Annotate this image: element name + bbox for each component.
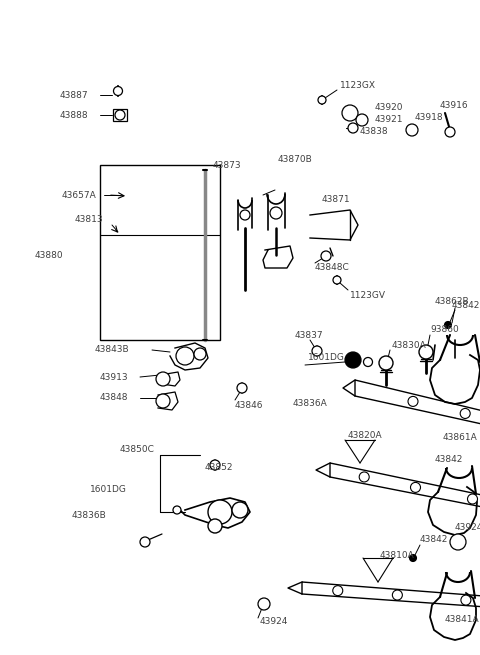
Text: 43880: 43880	[35, 250, 64, 259]
Circle shape	[348, 123, 358, 133]
Circle shape	[345, 352, 361, 368]
Text: 43870B: 43870B	[278, 155, 313, 164]
Text: 43842: 43842	[435, 455, 463, 464]
Circle shape	[318, 96, 326, 104]
Text: 43846: 43846	[235, 400, 264, 409]
Circle shape	[270, 207, 282, 219]
Text: 43842: 43842	[452, 301, 480, 310]
Text: 43888: 43888	[60, 111, 89, 119]
Text: 1123GV: 1123GV	[350, 291, 386, 299]
Text: 43871: 43871	[322, 195, 350, 204]
Circle shape	[176, 347, 194, 365]
Circle shape	[208, 519, 222, 533]
Circle shape	[312, 346, 322, 356]
Text: 43836B: 43836B	[72, 510, 107, 519]
Text: 43838: 43838	[360, 128, 389, 136]
Circle shape	[445, 127, 455, 137]
Circle shape	[461, 595, 471, 605]
Circle shape	[333, 276, 341, 284]
Circle shape	[210, 460, 220, 470]
Text: 43841A: 43841A	[445, 616, 480, 624]
Text: 43830A: 43830A	[392, 341, 427, 350]
Circle shape	[450, 534, 466, 550]
Text: 1601DG: 1601DG	[90, 485, 127, 495]
Circle shape	[173, 506, 181, 514]
Circle shape	[156, 372, 170, 386]
Text: 43873: 43873	[213, 160, 241, 170]
Text: 43848: 43848	[100, 394, 129, 403]
Text: 43836A: 43836A	[293, 398, 328, 407]
Text: 93860: 93860	[430, 326, 459, 335]
Text: 43918: 43918	[415, 113, 444, 122]
Polygon shape	[330, 463, 480, 533]
Text: 43887: 43887	[60, 90, 89, 100]
Circle shape	[115, 110, 125, 120]
Bar	[100, 165, 220, 340]
Circle shape	[468, 494, 478, 504]
Text: 43913: 43913	[100, 373, 129, 383]
Circle shape	[444, 322, 452, 329]
Text: 43810A: 43810A	[380, 550, 415, 559]
Circle shape	[392, 590, 402, 600]
Text: 43850C: 43850C	[120, 445, 155, 455]
Text: 43921: 43921	[375, 115, 404, 124]
Circle shape	[406, 124, 418, 136]
Circle shape	[240, 210, 250, 220]
Circle shape	[409, 555, 417, 561]
Circle shape	[156, 394, 170, 408]
Circle shape	[356, 114, 368, 126]
Text: 43842: 43842	[420, 536, 448, 544]
Text: 43848C: 43848C	[315, 263, 350, 272]
Circle shape	[232, 502, 248, 518]
Circle shape	[321, 251, 331, 261]
Text: 43837: 43837	[295, 331, 324, 339]
Text: 43852: 43852	[205, 464, 233, 472]
Text: 43916: 43916	[440, 100, 468, 109]
Circle shape	[258, 598, 270, 610]
Circle shape	[113, 86, 122, 96]
Text: 43862B: 43862B	[435, 297, 469, 307]
Circle shape	[333, 586, 343, 595]
Text: 43657A: 43657A	[62, 191, 97, 200]
Circle shape	[208, 500, 232, 524]
Text: 1601DG: 1601DG	[308, 354, 345, 362]
Text: 43924: 43924	[455, 523, 480, 533]
Circle shape	[342, 105, 358, 121]
Circle shape	[419, 345, 433, 359]
Text: 43924: 43924	[260, 618, 288, 626]
Circle shape	[140, 537, 150, 547]
Polygon shape	[302, 582, 480, 615]
Text: 43813: 43813	[75, 215, 104, 225]
Text: 43920: 43920	[375, 103, 404, 113]
Polygon shape	[355, 380, 480, 460]
Circle shape	[363, 358, 372, 367]
Bar	[113, 109, 127, 121]
Circle shape	[460, 409, 470, 419]
Text: 43861A: 43861A	[443, 434, 478, 443]
Circle shape	[359, 472, 369, 482]
Circle shape	[194, 348, 206, 360]
Circle shape	[379, 356, 393, 370]
Text: 43820A: 43820A	[348, 430, 383, 440]
Text: 1123GX: 1123GX	[340, 81, 376, 90]
Circle shape	[237, 383, 247, 393]
Circle shape	[408, 396, 418, 406]
Circle shape	[410, 482, 420, 493]
Text: 43843B: 43843B	[95, 345, 130, 354]
